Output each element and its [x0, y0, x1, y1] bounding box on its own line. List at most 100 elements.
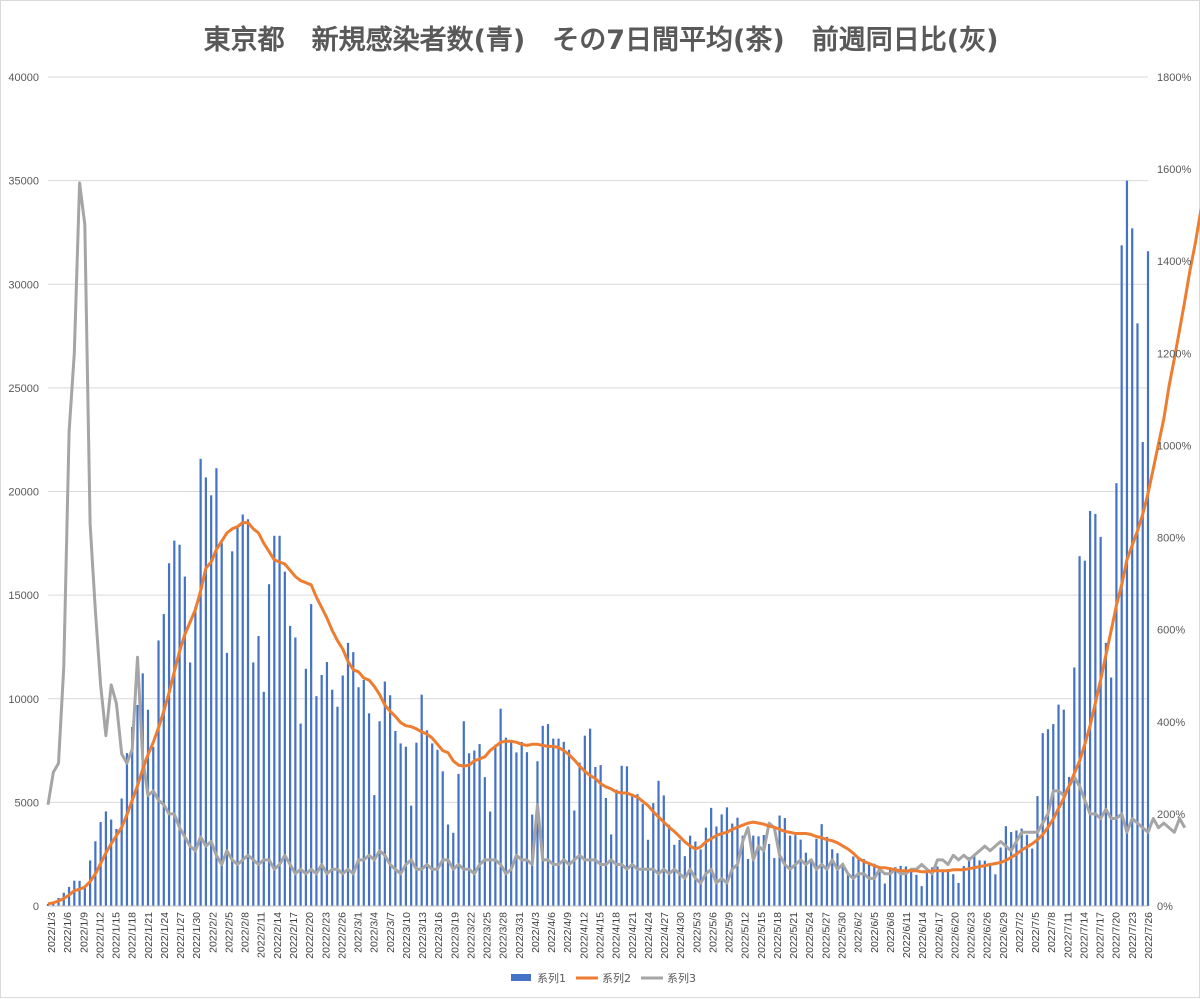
bar [189, 662, 192, 906]
bar [436, 749, 439, 906]
series-line-average [47, 207, 1200, 906]
bar [473, 750, 476, 906]
bar [267, 584, 271, 906]
chart-title: 東京都 新規感染者数(青) その7日間平均(茶) 前週同日比(灰) [204, 24, 999, 56]
series-line-ratio [46, 181, 1187, 885]
bar [1110, 677, 1113, 906]
gridlines [48, 76, 1148, 803]
x-tick-label: 2022/7/14 [1079, 912, 1091, 959]
bar [804, 852, 807, 906]
bar [246, 519, 250, 906]
bar [631, 793, 634, 906]
bar [646, 839, 650, 906]
x-tick-label: 2022/2/11 [256, 912, 268, 958]
bar [1146, 251, 1150, 906]
x-tick-label: 2022/1/12 [94, 912, 106, 959]
bar [120, 798, 123, 906]
bar [867, 862, 871, 906]
bar [757, 836, 760, 906]
x-tick-label: 2022/2/14 [272, 912, 284, 959]
bar [973, 855, 976, 906]
bar [383, 681, 386, 906]
bar [83, 886, 86, 906]
x-tick-label: 2022/3/13 [417, 912, 429, 959]
bar [925, 868, 929, 906]
bar [241, 514, 244, 906]
bar [894, 867, 897, 906]
bar [194, 606, 197, 906]
bar [167, 563, 171, 906]
bar [462, 721, 465, 906]
x-tick-label: 2022/6/8 [885, 912, 897, 953]
x-tick-label: 2022/3/7 [385, 912, 397, 953]
x-tick-label: 2022/1/27 [175, 912, 187, 959]
bar [1089, 511, 1092, 906]
bar [741, 835, 744, 906]
bar [1004, 826, 1007, 906]
bar [1031, 848, 1034, 906]
x-tick-label: 2022/1/30 [191, 912, 203, 959]
line-series-7day-average [47, 207, 1200, 906]
y-right-tick-label: 1800% [1157, 72, 1191, 84]
bar [515, 752, 518, 906]
bar [299, 723, 302, 906]
bar [794, 835, 797, 906]
y-right-tick-label: 800% [1157, 533, 1185, 545]
bar [752, 835, 755, 906]
bar [620, 765, 623, 906]
bar [1010, 832, 1013, 906]
x-tick-label: 2022/5/15 [756, 912, 768, 959]
bar [541, 725, 544, 906]
y-right-tick-label: 200% [1157, 809, 1185, 821]
bar [652, 803, 655, 906]
bar [110, 819, 113, 906]
x-tick-label: 2022/7/5 [1030, 912, 1042, 953]
x-tick-label: 2022/7/8 [1046, 912, 1058, 953]
bar [1078, 556, 1081, 906]
y-right-tick-label: 0% [1157, 901, 1173, 913]
bar [1041, 733, 1044, 906]
bar [125, 753, 129, 906]
bar [252, 662, 255, 906]
bar [1115, 483, 1118, 906]
x-tick-label: 2022/2/8 [240, 912, 252, 953]
bar [404, 746, 407, 906]
bar [504, 737, 507, 906]
bar [341, 675, 344, 906]
bar [204, 477, 207, 906]
bar [178, 544, 181, 906]
bar [778, 815, 781, 906]
bar [636, 794, 639, 906]
bar [962, 866, 965, 906]
bar [915, 874, 918, 906]
bar [367, 713, 371, 906]
bar [552, 738, 555, 906]
bar [1083, 560, 1086, 906]
bar [699, 849, 702, 906]
bar [1073, 667, 1076, 906]
x-tick-label: 2022/5/21 [788, 912, 800, 959]
x-tick-label: 2022/2/23 [320, 912, 332, 959]
bar [720, 814, 723, 906]
bar [73, 880, 76, 906]
bar [589, 728, 592, 906]
x-tick-label: 2022/6/2 [853, 912, 865, 953]
bar [236, 527, 239, 906]
x-tick-label: 2022/3/16 [433, 912, 445, 959]
x-tick-label: 2022/6/20 [949, 912, 961, 959]
bar [1141, 442, 1144, 906]
bar [610, 834, 613, 906]
x-tick-label: 2022/3/4 [369, 912, 381, 953]
bar [1052, 724, 1055, 906]
x-tick-label: 2022/2/5 [224, 912, 236, 953]
y-right-tick-label: 400% [1157, 717, 1185, 729]
x-tick-label: 2022/5/9 [724, 912, 736, 953]
x-tick-label: 2022/3/19 [449, 912, 461, 959]
bar [615, 789, 618, 906]
bar [731, 823, 734, 906]
bar [815, 838, 818, 906]
bar [710, 807, 713, 906]
bar [199, 458, 202, 906]
bar [878, 872, 881, 906]
